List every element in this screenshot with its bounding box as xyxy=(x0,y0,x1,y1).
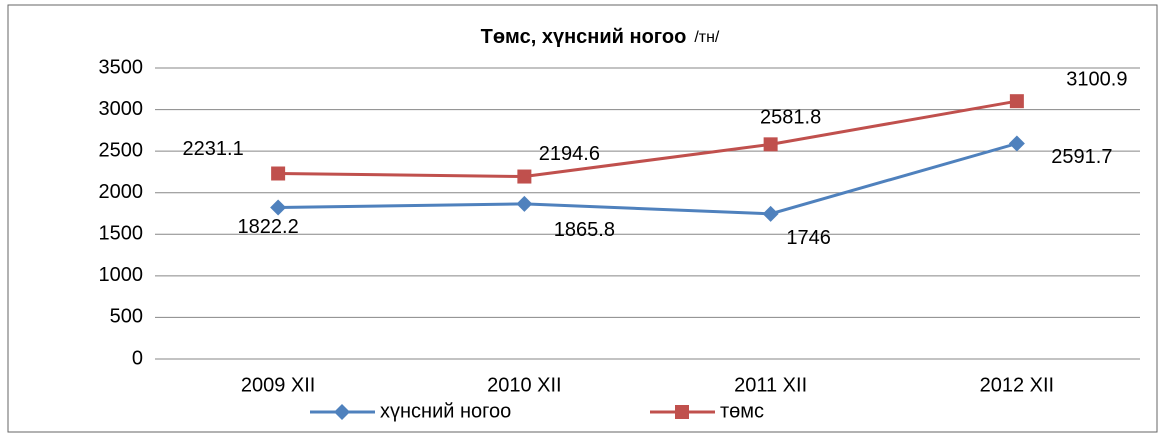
marker xyxy=(270,199,287,216)
marker xyxy=(1008,135,1025,152)
legend-marker xyxy=(675,405,689,419)
legend-label: хүнсний ногоо xyxy=(380,400,511,422)
data-label: 2591.7 xyxy=(1051,146,1112,168)
y-tick-label: 1500 xyxy=(99,223,144,245)
chart-title-group: Төмс, хүнсний ногоо/тн/ xyxy=(481,26,720,48)
marker xyxy=(1009,94,1024,109)
x-tick-label: 2011 XII xyxy=(734,374,807,396)
chart-subtitle: /тн/ xyxy=(694,29,720,46)
x-tick-label: 2012 XII xyxy=(980,374,1055,396)
marker xyxy=(763,137,778,152)
y-tick-label: 2500 xyxy=(99,139,144,161)
data-label: 2581.8 xyxy=(760,107,821,129)
data-label: 2194.6 xyxy=(539,143,600,165)
legend-label: төмс xyxy=(720,400,764,422)
marker xyxy=(271,166,286,181)
data-label: 1746 xyxy=(786,227,831,249)
chart-frame xyxy=(7,4,1158,433)
data-label: 1865.8 xyxy=(554,219,615,241)
series-line xyxy=(278,142,1018,216)
marker xyxy=(762,205,779,222)
y-tick-label: 2000 xyxy=(99,181,144,203)
y-tick-label: 3500 xyxy=(99,56,144,78)
marker xyxy=(517,169,532,184)
y-tick-label: 3000 xyxy=(99,98,144,120)
data-label: 3100.9 xyxy=(1066,68,1127,90)
x-tick-label: 2009 XII xyxy=(241,374,316,396)
marker xyxy=(516,195,533,212)
x-tick-label: 2010 XII xyxy=(487,374,562,396)
data-label: 2231.1 xyxy=(183,138,244,160)
y-tick-label: 0 xyxy=(132,347,143,369)
y-tick-label: 500 xyxy=(110,306,143,328)
y-tick-label: 1000 xyxy=(99,264,144,286)
series-line xyxy=(278,99,1018,179)
data-label: 1822.2 xyxy=(238,216,299,238)
chart-title: Төмс, хүнсний ногоо xyxy=(481,26,687,48)
legend-marker xyxy=(334,404,350,420)
